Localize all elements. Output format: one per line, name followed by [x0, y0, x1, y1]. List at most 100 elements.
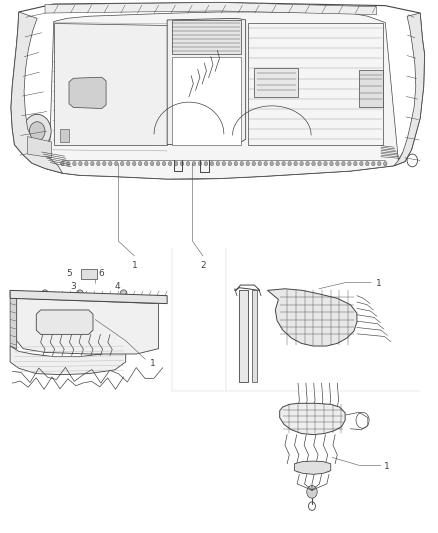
Polygon shape	[45, 12, 404, 179]
Bar	[23, 297, 31, 303]
Polygon shape	[60, 128, 69, 142]
Circle shape	[120, 290, 127, 298]
Circle shape	[76, 290, 83, 298]
Circle shape	[90, 161, 94, 166]
Circle shape	[353, 161, 356, 166]
Polygon shape	[294, 461, 330, 474]
Circle shape	[120, 161, 124, 166]
Circle shape	[108, 161, 112, 166]
Circle shape	[23, 114, 51, 148]
Circle shape	[198, 161, 201, 166]
Circle shape	[132, 161, 136, 166]
Circle shape	[317, 161, 321, 166]
Bar	[324, 465, 328, 472]
Circle shape	[114, 161, 118, 166]
Circle shape	[130, 94, 143, 110]
Circle shape	[251, 161, 255, 166]
Text: 6: 6	[99, 269, 104, 278]
Circle shape	[67, 161, 70, 166]
Circle shape	[222, 161, 225, 166]
Circle shape	[311, 312, 319, 322]
Polygon shape	[53, 22, 167, 144]
Circle shape	[42, 290, 48, 298]
Bar	[318, 465, 322, 472]
Circle shape	[144, 161, 148, 166]
Polygon shape	[17, 298, 158, 354]
Text: 5: 5	[67, 269, 72, 278]
Circle shape	[258, 161, 261, 166]
Polygon shape	[171, 20, 241, 54]
Text: 2: 2	[200, 261, 205, 270]
Circle shape	[228, 161, 231, 166]
Text: 1: 1	[131, 261, 137, 270]
Circle shape	[192, 161, 195, 166]
Bar	[328, 415, 338, 420]
Polygon shape	[247, 22, 382, 144]
Circle shape	[295, 405, 317, 431]
Bar	[296, 465, 300, 472]
Circle shape	[233, 161, 237, 166]
Circle shape	[311, 161, 314, 166]
Circle shape	[162, 161, 166, 166]
Circle shape	[359, 161, 362, 166]
Polygon shape	[254, 68, 297, 97]
Bar	[81, 269, 97, 279]
Bar	[304, 465, 308, 472]
Circle shape	[365, 161, 368, 166]
Circle shape	[301, 412, 311, 424]
Circle shape	[29, 122, 45, 141]
Circle shape	[269, 161, 273, 166]
Polygon shape	[36, 310, 93, 334]
Circle shape	[96, 161, 100, 166]
Circle shape	[138, 161, 141, 166]
Bar	[328, 408, 338, 413]
Circle shape	[305, 305, 324, 328]
Circle shape	[180, 161, 184, 166]
Polygon shape	[69, 77, 106, 109]
Polygon shape	[267, 289, 356, 346]
Polygon shape	[279, 403, 344, 434]
Circle shape	[240, 161, 243, 166]
Circle shape	[276, 161, 279, 166]
Circle shape	[263, 161, 267, 166]
Circle shape	[406, 154, 417, 167]
Circle shape	[245, 161, 249, 166]
Polygon shape	[239, 290, 247, 382]
Circle shape	[329, 161, 332, 166]
Bar	[34, 297, 42, 303]
Circle shape	[305, 161, 309, 166]
Text: 3: 3	[71, 281, 76, 290]
Circle shape	[335, 161, 339, 166]
Circle shape	[293, 161, 297, 166]
Polygon shape	[45, 3, 376, 14]
Circle shape	[150, 161, 154, 166]
Circle shape	[377, 161, 380, 166]
Polygon shape	[358, 70, 382, 108]
Circle shape	[299, 161, 303, 166]
Polygon shape	[10, 343, 125, 375]
Circle shape	[168, 161, 171, 166]
Bar	[311, 465, 315, 472]
Circle shape	[73, 161, 76, 166]
Circle shape	[143, 94, 156, 110]
Bar	[328, 422, 338, 427]
Circle shape	[371, 161, 374, 166]
Polygon shape	[252, 290, 256, 382]
Circle shape	[347, 161, 350, 166]
Polygon shape	[393, 13, 424, 166]
Text: 4: 4	[114, 281, 120, 290]
Circle shape	[60, 161, 64, 166]
Text: 1: 1	[149, 359, 155, 367]
Circle shape	[102, 161, 106, 166]
Circle shape	[215, 161, 219, 166]
Circle shape	[126, 161, 130, 166]
Circle shape	[383, 161, 386, 166]
Circle shape	[156, 161, 159, 166]
Circle shape	[204, 161, 207, 166]
Polygon shape	[11, 12, 62, 173]
Circle shape	[85, 161, 88, 166]
Circle shape	[174, 161, 177, 166]
Polygon shape	[10, 290, 17, 349]
Polygon shape	[28, 136, 51, 158]
Text: 1: 1	[375, 279, 381, 288]
